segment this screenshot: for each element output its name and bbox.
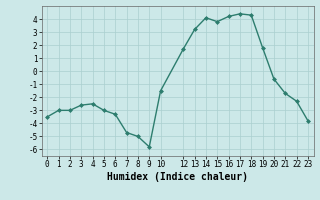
X-axis label: Humidex (Indice chaleur): Humidex (Indice chaleur): [107, 172, 248, 182]
